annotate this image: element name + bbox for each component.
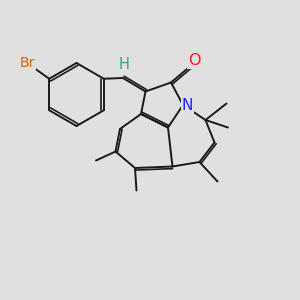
Text: Br: Br	[20, 56, 35, 70]
Text: N: N	[182, 98, 193, 113]
Text: H: H	[119, 57, 130, 72]
Text: O: O	[188, 53, 200, 68]
